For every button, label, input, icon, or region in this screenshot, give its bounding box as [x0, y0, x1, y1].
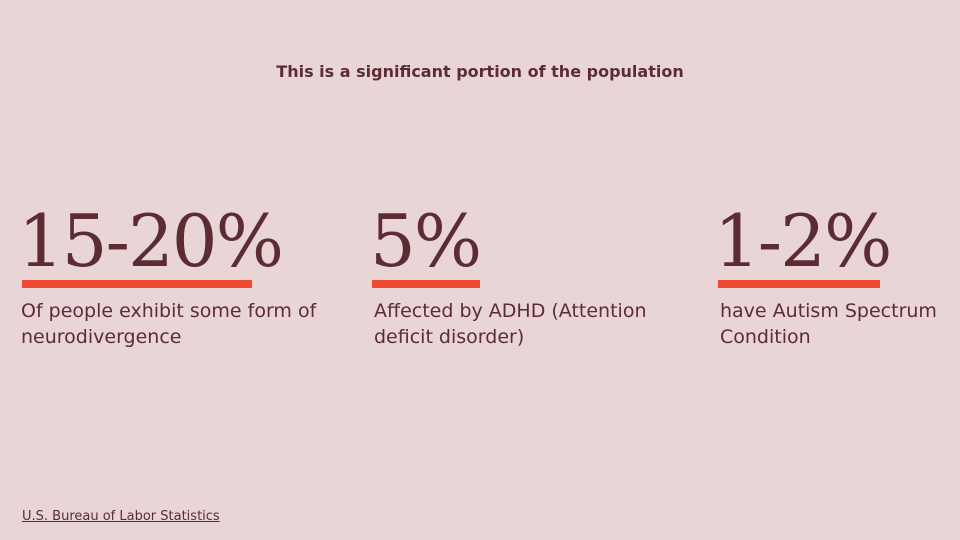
stat-value: 15-20%	[18, 199, 284, 283]
accent-underline	[372, 280, 480, 288]
stat-autism: 1-2% have Autism Spectrum Condition	[714, 202, 954, 350]
stat-adhd: 5% Affected by ADHD (Attention deficit d…	[370, 202, 690, 350]
source-link[interactable]: U.S. Bureau of Labor Statistics	[22, 509, 220, 524]
stat-description: have Autism Spectrum Condition	[720, 300, 937, 348]
accent-underline	[22, 280, 252, 288]
stat-value: 1-2%	[714, 199, 892, 283]
stat-description: Affected by ADHD (Attention deficit diso…	[374, 300, 647, 348]
stat-value: 5%	[370, 199, 482, 283]
accent-underline	[718, 280, 880, 288]
slide-subtitle: This is a significant portion of the pop…	[276, 62, 684, 81]
stat-description: Of people exhibit some form of neurodive…	[21, 300, 317, 348]
stat-neurodivergence: 15-20% Of people exhibit some form of ne…	[18, 202, 348, 350]
